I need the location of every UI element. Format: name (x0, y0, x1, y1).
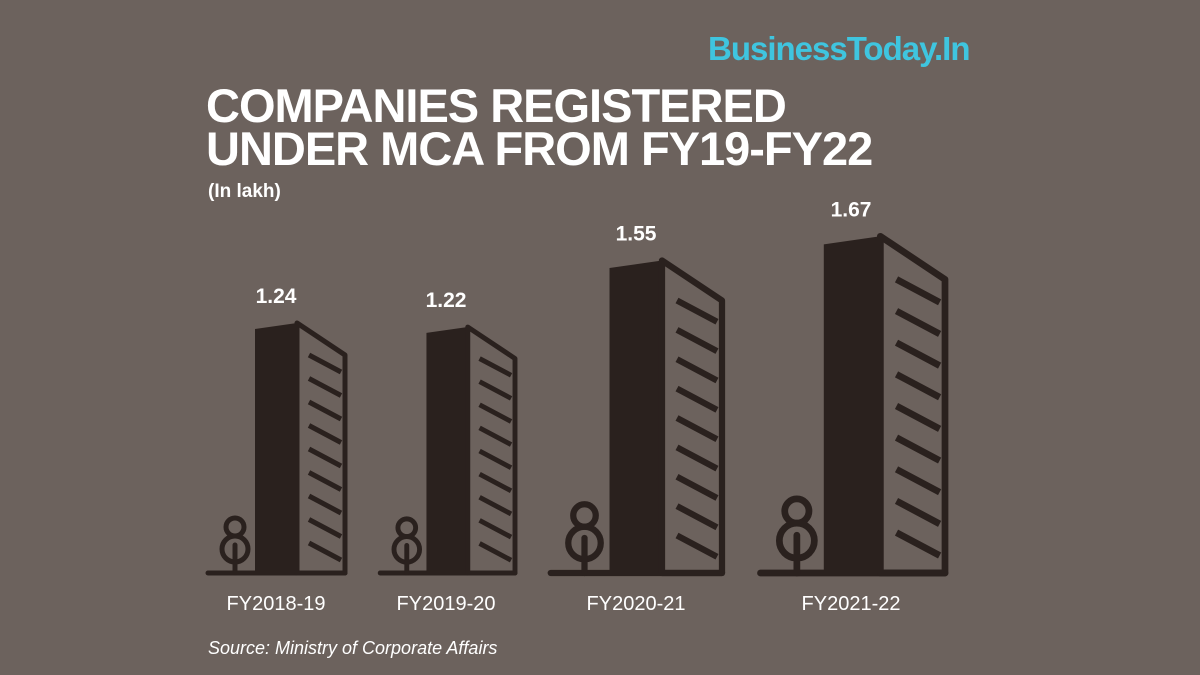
window-stripe (675, 532, 719, 560)
window-stripe (894, 339, 942, 369)
window-stripe (307, 399, 343, 422)
building-front (823, 236, 881, 573)
chart-title: COMPANIES REGISTERED UNDER MCA FROM FY19… (206, 79, 873, 175)
window-stripe (307, 540, 343, 563)
building-side (465, 324, 518, 576)
window-stripe (675, 385, 719, 413)
window-stripe (675, 327, 719, 354)
window-stripe (478, 495, 513, 517)
building-side (658, 257, 726, 577)
brand-logo: BusinessToday.In (708, 30, 971, 67)
window-stripe (894, 308, 942, 337)
window-stripe (675, 297, 719, 325)
category-label: FY2018-19 (227, 593, 326, 615)
window-stripe (894, 371, 942, 401)
category-label: FY2019-20 (397, 593, 496, 615)
window-stripe (307, 446, 343, 469)
window-stripe (675, 444, 719, 472)
category-label: FY2020-21 (587, 593, 686, 615)
window-stripe (478, 448, 513, 470)
window-stripe (478, 541, 513, 563)
window-stripe (478, 402, 513, 424)
window-stripe (307, 352, 343, 375)
title-line-1: COMPANIES REGISTERED (206, 79, 787, 132)
window-stripe (478, 471, 513, 494)
window-stripe (675, 356, 719, 384)
window-stripe (894, 276, 942, 306)
window-stripe (307, 470, 343, 492)
building-bar (757, 232, 949, 577)
value-label: 1.22 (426, 289, 467, 312)
tree-icon (219, 515, 251, 576)
window-stripe (894, 434, 942, 464)
value-label: 1.24 (256, 285, 297, 308)
window-stripe (894, 529, 942, 559)
title-line-2: UNDER MCA FROM FY19-FY22 (206, 122, 873, 175)
chart-subtitle: (In lakh) (208, 181, 281, 202)
window-stripe (675, 503, 719, 531)
building-side (876, 232, 949, 577)
window-stripe (478, 518, 513, 540)
source-note: Source: Ministry of Corporate Affairs (208, 638, 498, 658)
window-stripe (675, 473, 719, 501)
window-stripe (478, 379, 513, 401)
window-stripe (478, 425, 513, 447)
window-stripe (894, 497, 942, 527)
building-front (426, 327, 468, 573)
building-bar (377, 324, 518, 576)
tree-icon (391, 516, 423, 576)
window-stripe (675, 415, 719, 443)
building-side (294, 320, 348, 576)
category-label: FY2021-22 (802, 593, 901, 615)
window-stripe (307, 423, 343, 445)
building-front (255, 323, 297, 573)
window-stripe (894, 403, 942, 432)
window-stripe (478, 356, 513, 378)
window-stripe (307, 517, 343, 539)
building-front (609, 260, 662, 573)
value-label: 1.55 (616, 223, 657, 246)
value-label: 1.67 (831, 198, 872, 221)
window-stripe (307, 493, 343, 516)
building-bar (205, 320, 348, 576)
window-stripe (894, 466, 942, 496)
building-bar (547, 257, 726, 577)
window-stripe (307, 376, 343, 398)
tree-icon (775, 495, 818, 577)
tree-icon (565, 501, 604, 577)
